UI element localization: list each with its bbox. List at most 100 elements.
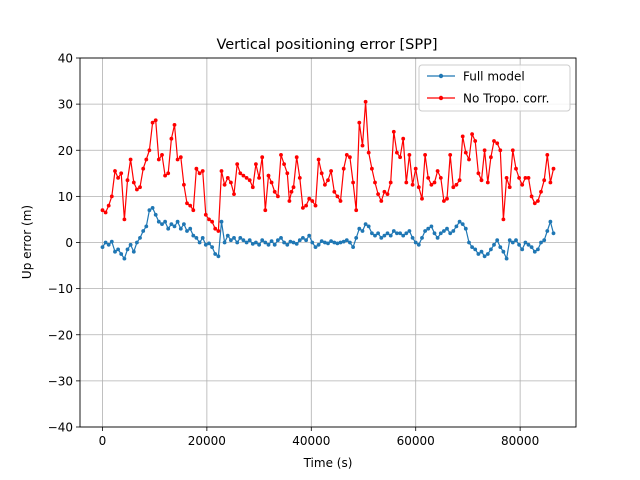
data-point bbox=[244, 240, 249, 245]
data-point bbox=[545, 153, 550, 157]
data-point bbox=[536, 247, 540, 252]
data-point bbox=[257, 242, 261, 247]
data-point bbox=[517, 242, 521, 247]
data-point bbox=[485, 180, 490, 185]
data-point bbox=[332, 240, 337, 245]
y-tick-label: 10 bbox=[58, 190, 73, 204]
data-point bbox=[504, 176, 509, 180]
data-point bbox=[266, 242, 271, 247]
data-point bbox=[482, 148, 487, 153]
y-axis-label: Up error (m) bbox=[20, 205, 34, 279]
data-point bbox=[203, 242, 208, 247]
data-point bbox=[432, 231, 437, 236]
data-point bbox=[297, 238, 302, 243]
data-point bbox=[526, 242, 531, 247]
data-point bbox=[445, 226, 449, 231]
data-point bbox=[457, 219, 462, 224]
data-point bbox=[379, 236, 384, 240]
data-point bbox=[213, 252, 218, 256]
data-point bbox=[269, 180, 274, 185]
data-point bbox=[301, 206, 305, 210]
data-point bbox=[432, 180, 437, 185]
data-point bbox=[119, 171, 124, 176]
data-point bbox=[150, 206, 155, 210]
data-point bbox=[485, 252, 490, 256]
data-point bbox=[197, 240, 202, 245]
data-point bbox=[385, 231, 390, 236]
data-point bbox=[116, 176, 120, 180]
series-line bbox=[102, 101, 555, 233]
data-point bbox=[128, 242, 133, 247]
data-point bbox=[222, 182, 227, 187]
data-point bbox=[294, 242, 299, 246]
data-point bbox=[163, 173, 168, 178]
data-point bbox=[266, 173, 271, 178]
data-point bbox=[200, 236, 205, 240]
data-point bbox=[122, 256, 127, 261]
data-point bbox=[501, 249, 506, 254]
data-point bbox=[188, 203, 193, 208]
data-point bbox=[150, 120, 155, 125]
data-point bbox=[416, 185, 421, 190]
data-point bbox=[297, 176, 302, 180]
data-point bbox=[470, 132, 474, 137]
y-axis: −40 −30 −20 −10 0 10 20 30 40 bbox=[48, 52, 80, 435]
data-point bbox=[438, 231, 443, 236]
x-tick-label: 20000 bbox=[188, 434, 226, 448]
data-point bbox=[254, 240, 258, 245]
data-point bbox=[216, 254, 221, 259]
data-point bbox=[348, 240, 352, 245]
data-point bbox=[382, 189, 387, 194]
series-no-tropo-corr bbox=[100, 99, 556, 233]
data-point bbox=[172, 123, 177, 127]
data-point bbox=[379, 199, 384, 203]
x-axis-label: Time (s) bbox=[303, 456, 353, 470]
data-point bbox=[316, 242, 321, 247]
data-point bbox=[507, 185, 512, 190]
data-point bbox=[529, 245, 534, 250]
data-point bbox=[238, 171, 243, 176]
data-point bbox=[482, 254, 487, 259]
data-point bbox=[404, 231, 409, 236]
data-point bbox=[263, 240, 268, 245]
data-point bbox=[348, 155, 352, 160]
data-point bbox=[501, 217, 506, 222]
data-point bbox=[276, 238, 280, 243]
data-point bbox=[388, 180, 393, 185]
data-point bbox=[407, 153, 412, 157]
y-tick-label: 40 bbox=[58, 52, 73, 66]
data-point bbox=[229, 180, 233, 185]
data-point bbox=[125, 178, 130, 183]
data-point bbox=[323, 182, 327, 187]
data-point bbox=[141, 166, 146, 171]
data-point bbox=[219, 169, 224, 173]
data-point bbox=[463, 226, 468, 231]
data-point bbox=[416, 242, 421, 247]
data-point bbox=[163, 219, 168, 224]
data-point bbox=[360, 143, 365, 148]
data-point bbox=[175, 219, 180, 224]
data-point bbox=[351, 245, 355, 250]
data-point bbox=[200, 169, 205, 173]
data-point bbox=[203, 212, 208, 217]
data-point bbox=[457, 178, 462, 183]
data-point bbox=[207, 217, 211, 222]
data-point bbox=[520, 182, 525, 187]
data-point bbox=[113, 169, 117, 173]
data-point bbox=[395, 150, 399, 155]
data-point bbox=[404, 180, 409, 185]
x-tick-label: 60000 bbox=[397, 434, 435, 448]
data-point bbox=[291, 240, 296, 245]
data-point bbox=[520, 247, 525, 252]
data-point bbox=[514, 238, 518, 243]
data-point bbox=[276, 194, 280, 199]
y-tick-label: −20 bbox=[48, 328, 73, 342]
y-tick-label: −30 bbox=[48, 374, 73, 388]
data-point bbox=[476, 252, 481, 256]
data-point bbox=[548, 219, 553, 224]
data-point bbox=[169, 222, 174, 227]
data-point bbox=[476, 171, 481, 176]
y-tick-label: −40 bbox=[48, 421, 73, 435]
data-point bbox=[194, 236, 199, 240]
